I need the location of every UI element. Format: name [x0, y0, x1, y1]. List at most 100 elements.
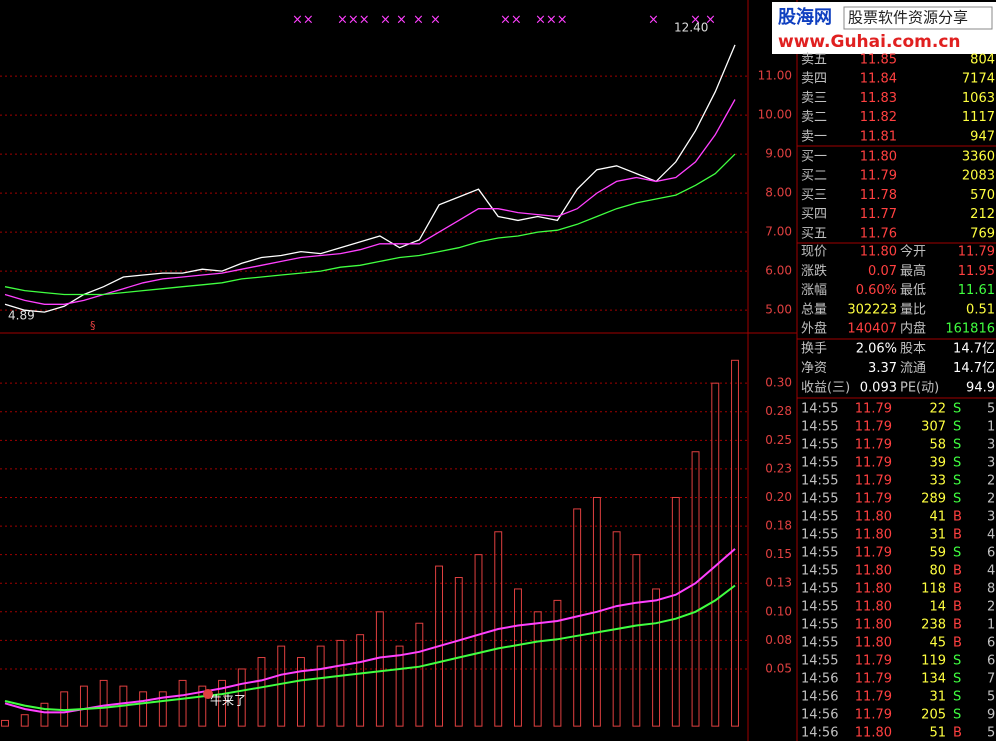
bar: [237, 668, 246, 727]
tick-time: 14:55: [801, 492, 838, 507]
svg-text:×: ×: [705, 13, 716, 28]
tick-side: S: [953, 438, 961, 453]
tick-time: 14:55: [801, 564, 838, 579]
bar: [316, 645, 325, 727]
tick-count: 11: [987, 618, 996, 633]
tick-count: 3: [987, 456, 995, 471]
y-tick-label: 0.05: [765, 661, 792, 675]
tick-volume: 205: [921, 708, 946, 723]
tick-time: 14:55: [801, 618, 838, 633]
bar: [1, 719, 9, 727]
tick-price: 11.79: [855, 708, 892, 723]
quote-label: 净资: [801, 361, 827, 376]
tick-time: 14:55: [801, 600, 838, 615]
y-tick-label: 0.08: [765, 633, 792, 647]
tick-time: 14:55: [801, 438, 838, 453]
tick-count: 4: [987, 528, 995, 543]
book-label: 卖五: [801, 53, 827, 68]
tick-price: 11.80: [855, 618, 892, 633]
quote-value: 14.7亿: [953, 361, 995, 376]
tick-time: 14:55: [801, 546, 838, 561]
tick-volume: 238: [921, 618, 946, 633]
quote-label: 流通: [900, 361, 926, 376]
bar: [296, 657, 305, 727]
tick-count: 6: [987, 654, 995, 669]
y-tick-label: 5.00: [765, 303, 792, 317]
line-series: [4, 99, 736, 305]
tick-side: S: [953, 690, 961, 705]
svg-text:××: ××: [500, 13, 522, 28]
book-label: 买一: [801, 150, 827, 165]
svg-text:××: ××: [292, 13, 314, 28]
book-label: 买三: [801, 188, 827, 203]
tick-count: 4: [987, 564, 995, 579]
tick-volume: 45: [929, 636, 946, 651]
logo-box: [772, 2, 996, 54]
tick-volume: 80: [929, 564, 946, 579]
tick-volume: 31: [929, 690, 946, 705]
tick-volume: 51: [929, 726, 946, 741]
tick-volume: 41: [929, 510, 946, 525]
tick-price: 11.79: [855, 474, 892, 489]
annotation: 12.40: [674, 21, 708, 35]
tick-price: 11.80: [855, 564, 892, 579]
quote-value: 140407: [847, 322, 897, 337]
tick-time: 14:55: [801, 420, 838, 435]
quote-label: 最高: [900, 263, 926, 279]
bar: [99, 679, 108, 727]
book-price: 11.81: [860, 129, 897, 144]
y-tick-label: 8.00: [765, 186, 792, 200]
quote-label: 量比: [900, 302, 926, 317]
line-series: [4, 153, 736, 296]
bar: [454, 577, 463, 727]
tick-count: 5: [987, 402, 995, 417]
book-volume: 804: [970, 53, 995, 68]
tick-count: 9: [987, 708, 995, 723]
tick-volume: 307: [921, 420, 946, 435]
y-tick-label: 0.15: [765, 547, 792, 561]
y-tick-label: 7.00: [765, 225, 792, 239]
quote-value: 94.9: [966, 381, 995, 396]
tick-time: 14:55: [801, 582, 838, 597]
book-label: 买四: [801, 207, 827, 222]
tick-time: 14:55: [801, 654, 838, 669]
bar: [178, 679, 187, 727]
quote-label: 总量: [801, 302, 827, 317]
tick-count: 5: [987, 690, 995, 705]
tick-volume: 289: [921, 492, 946, 507]
tick-time: 14:56: [801, 690, 838, 705]
y-tick-label: 0.25: [765, 433, 792, 447]
quote-value: 3.37: [868, 361, 897, 376]
tick-price: 11.79: [855, 672, 892, 687]
tick-count: 2: [987, 474, 995, 489]
tick-side: S: [953, 708, 961, 723]
y-tick-label: 0.13: [765, 576, 792, 590]
tick-count: 6: [987, 546, 995, 561]
y-tick-label: 0.10: [765, 604, 792, 618]
bar: [731, 359, 739, 727]
svg-text:×: ×: [430, 13, 441, 28]
tick-count: 3: [987, 510, 995, 525]
bar: [474, 554, 483, 727]
book-label: 买五: [801, 226, 827, 241]
quote-label: 股本: [900, 342, 926, 357]
svg-text:×: ×: [690, 13, 701, 28]
tick-side: B: [953, 618, 962, 633]
quote-label: 涨跌: [801, 263, 827, 279]
annotation-icon: [203, 689, 213, 699]
y-tick-label: 0.28: [765, 404, 792, 418]
tick-price: 11.79: [855, 438, 892, 453]
tick-count: 2: [987, 492, 995, 507]
quote-label: 现价: [801, 245, 827, 260]
logo-name: 股海网: [777, 6, 832, 28]
tick-price: 11.80: [855, 726, 892, 741]
line-series: [4, 548, 736, 714]
tick-volume: 118: [921, 582, 946, 597]
tick-volume: 58: [929, 438, 946, 453]
tick-count: 8: [987, 582, 995, 597]
tick-price: 11.79: [855, 456, 892, 471]
quote-value: 0.093: [860, 381, 897, 396]
line-series: [4, 44, 736, 313]
